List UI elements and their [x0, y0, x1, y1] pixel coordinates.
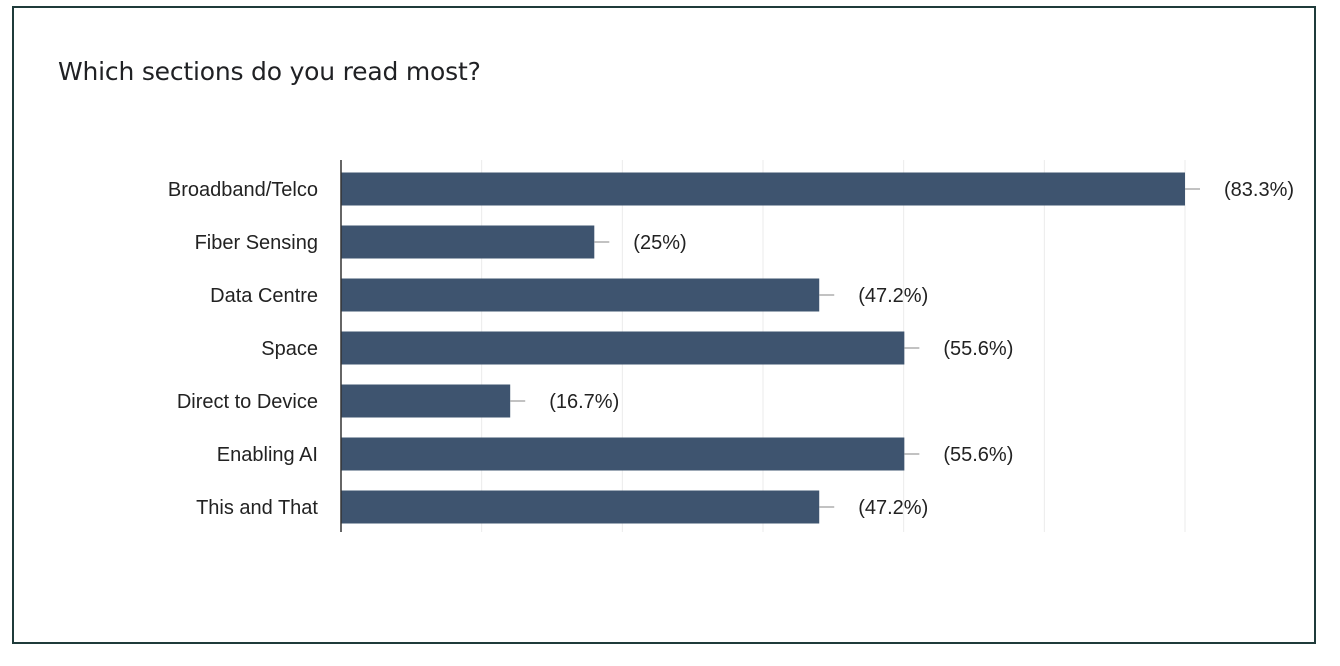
- chart-card: Which sections do you read most?: [12, 6, 1316, 644]
- category-label: Enabling AI: [217, 444, 318, 466]
- bar: [341, 172, 1185, 206]
- value-label: (16.7%): [549, 391, 619, 413]
- bar: [341, 225, 595, 259]
- bar: [341, 331, 905, 365]
- value-label: (47.2%): [858, 285, 928, 307]
- value-label: (55.6%): [943, 338, 1013, 360]
- bar: [341, 437, 905, 471]
- value-label: (83.3%): [1224, 179, 1294, 201]
- category-label: Broadband/Telco: [168, 179, 318, 201]
- category-label: Space: [261, 338, 318, 360]
- category-label: This and That: [196, 497, 318, 519]
- bar: [341, 278, 820, 312]
- value-label: (55.6%): [943, 444, 1013, 466]
- category-label: Data Centre: [210, 285, 318, 307]
- value-label: (25%): [633, 232, 686, 254]
- category-label: Direct to Device: [177, 391, 318, 413]
- value-label: (47.2%): [858, 497, 928, 519]
- labels: Broadband/Telco (83.3%) Fiber Sensing (25%)…: [168, 179, 1294, 519]
- chart-title: Which sections do you read most?: [58, 57, 481, 86]
- bars: [341, 172, 1200, 524]
- bar: [341, 490, 820, 524]
- category-label: Fiber Sensing: [195, 232, 318, 254]
- bar: [341, 384, 511, 418]
